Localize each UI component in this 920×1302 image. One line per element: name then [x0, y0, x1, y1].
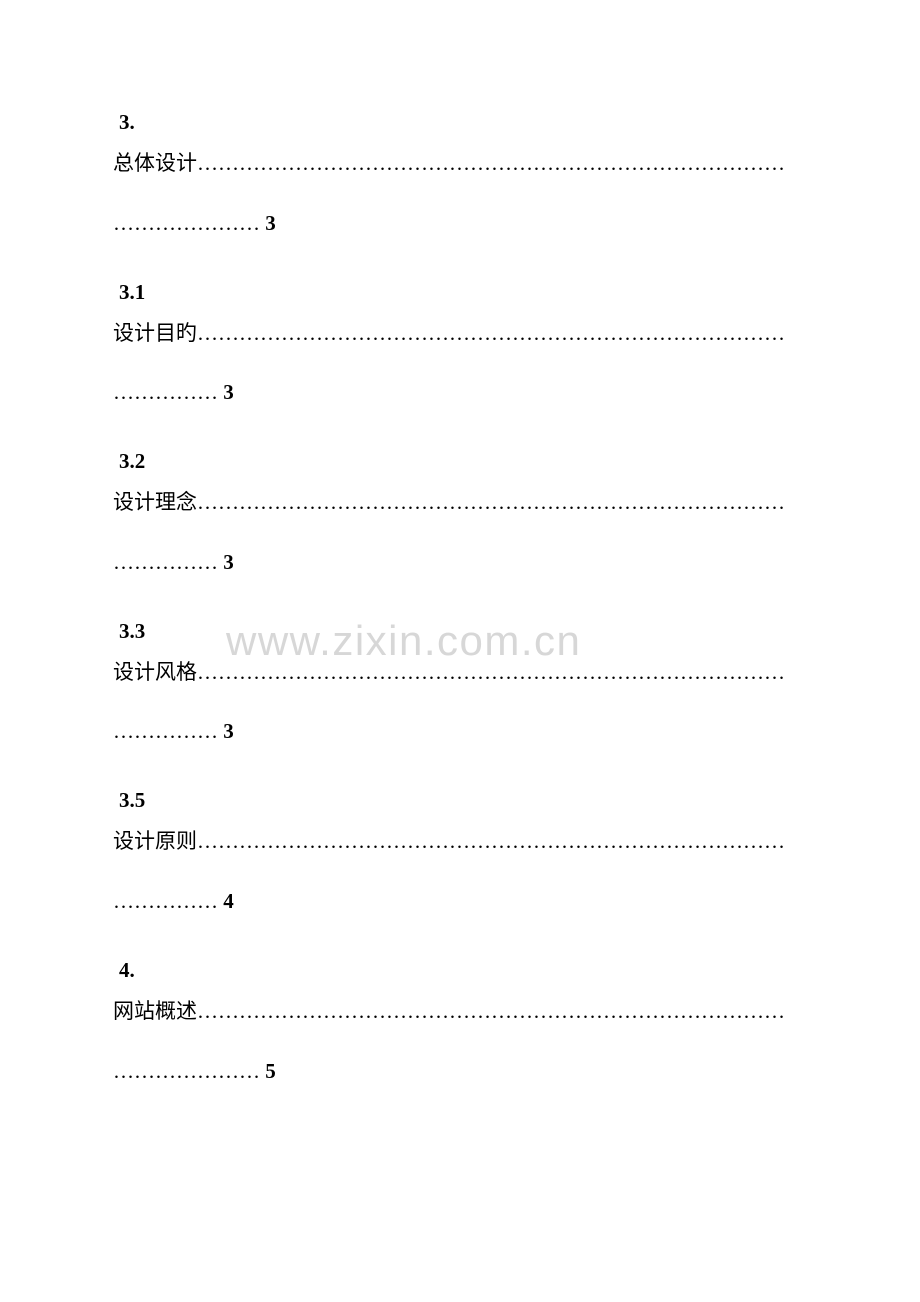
toc-page: 3 [223, 550, 234, 574]
toc-leader: ………………………………………………………………………… [197, 829, 785, 853]
toc-number: 3. [113, 110, 807, 135]
toc-entry: 3.3 设计风格………………………………………………………………………… ………… [113, 619, 807, 745]
toc-leader: ………………… [113, 211, 260, 235]
toc-leader: ………………………………………………………………………… [197, 999, 785, 1023]
toc-number: 4. [113, 958, 807, 983]
toc-entry: 3.2 设计理念………………………………………………………………………… ………… [113, 449, 807, 575]
toc-page-line: ………………… 5 [113, 1059, 807, 1084]
toc-leader: ………………………………………………………………………… [197, 490, 785, 514]
toc-entry: 3.1 设计目旳………………………………………………………………………… ………… [113, 280, 807, 406]
toc-number: 3.2 [113, 449, 807, 474]
toc-page: 4 [223, 889, 234, 913]
toc-title: 网站概述 [113, 999, 197, 1023]
toc-title: 设计风格 [113, 660, 197, 684]
toc-number: 3.3 [113, 619, 807, 644]
toc-title-line: 设计理念………………………………………………………………………… [113, 486, 807, 520]
toc-page: 3 [265, 211, 276, 235]
toc-leader: ………………… [113, 1059, 260, 1083]
toc-leader: ………………………………………………………………………… [197, 151, 785, 175]
toc-page-line: …………… 4 [113, 889, 807, 914]
toc-page-line: …………… 3 [113, 719, 807, 744]
toc-page-line: ………………… 3 [113, 211, 807, 236]
toc-title-line: 总体设计………………………………………………………………………… [113, 147, 807, 181]
toc-title-line: 设计目旳………………………………………………………………………… [113, 317, 807, 351]
toc-page-line: …………… 3 [113, 550, 807, 575]
toc-page-line: …………… 3 [113, 380, 807, 405]
toc-title: 设计理念 [113, 490, 197, 514]
toc-entry: 4. 网站概述………………………………………………………………………… …………… [113, 958, 807, 1084]
toc-number: 3.5 [113, 788, 807, 813]
toc-leader: …………… [113, 550, 218, 574]
toc-leader: ………………………………………………………………………… [197, 321, 785, 345]
toc-title-line: 网站概述………………………………………………………………………… [113, 995, 807, 1029]
toc-leader: ………………………………………………………………………… [197, 660, 785, 684]
toc-title-line: 设计原则………………………………………………………………………… [113, 825, 807, 859]
toc-page: 3 [223, 380, 234, 404]
toc-title: 设计原则 [113, 829, 197, 853]
toc-title: 设计目旳 [113, 321, 197, 345]
toc-leader: …………… [113, 889, 218, 913]
toc-title: 总体设计 [113, 151, 197, 175]
toc-title-line: 设计风格………………………………………………………………………… [113, 656, 807, 690]
toc-entry: 3.5 设计原则………………………………………………………………………… ………… [113, 788, 807, 914]
toc-leader: …………… [113, 380, 218, 404]
toc-page: 3 [223, 719, 234, 743]
document-page: 3. 总体设计………………………………………………………………………… …………… [0, 0, 920, 1084]
toc-page: 5 [265, 1059, 276, 1083]
toc-leader: …………… [113, 719, 218, 743]
toc-entry: 3. 总体设计………………………………………………………………………… …………… [113, 110, 807, 236]
toc-number: 3.1 [113, 280, 807, 305]
